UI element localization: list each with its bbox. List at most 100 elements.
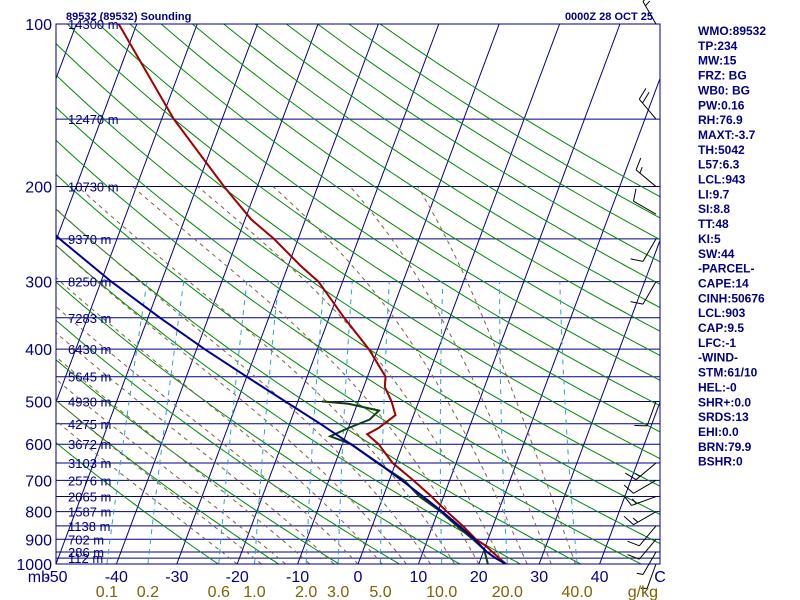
dry-adiabat (56, 359, 340, 564)
index-item: EHI:0.0 (698, 425, 739, 439)
temperature-tick-label: -50 (44, 569, 67, 586)
dry-adiabat (160, 24, 660, 357)
mixing-ratio-line (559, 281, 578, 564)
temperature-tick-label: 0 (354, 569, 363, 586)
pressure-label: 700 (25, 473, 52, 490)
index-item: L57:6.3 (698, 158, 740, 172)
height-label: 1587 m (68, 505, 111, 520)
index-item: RH:76.9 (698, 113, 743, 127)
wind-barb (635, 157, 657, 187)
temperature-tick-label: -30 (165, 569, 188, 586)
pressure-label: 500 (25, 394, 52, 411)
mixing-ratio-label: 5.0 (369, 584, 391, 600)
mixing-ratio-line (254, 281, 279, 564)
mixing-ratio-line (106, 281, 148, 564)
wind-barb (623, 479, 657, 494)
mixing-ratio-label: 1.0 (243, 584, 265, 600)
index-item: HEL:-0 (698, 380, 737, 394)
pressure-label: 900 (25, 532, 52, 549)
moist-adiabat (349, 186, 552, 564)
moist-adiabat (56, 356, 311, 564)
mixing-ratio-label: 2.0 (295, 584, 317, 600)
mixing-ratio-label: 40.0 (562, 584, 593, 600)
index-item: KI:5 (698, 232, 721, 246)
mixing-ratio-label: 0.1 (96, 584, 118, 600)
wind-barb (625, 462, 657, 481)
dry-adiabat (56, 42, 660, 460)
dry-adiabat (56, 106, 660, 516)
dry-adiabat (285, 24, 660, 263)
moist-adiabat (197, 186, 504, 564)
index-item: SW:44 (698, 247, 735, 261)
index-item: CAPE:14 (698, 276, 749, 290)
index-item: BRN:79.9 (698, 440, 752, 454)
moist-adiabat (132, 186, 480, 564)
isotherm-line (56, 24, 138, 242)
trace-parcel (56, 234, 507, 564)
mixing-ratio-line (499, 281, 508, 564)
dry-adiabat (56, 208, 582, 564)
index-item: LCL:903 (698, 306, 746, 320)
moist-adiabat (56, 420, 238, 564)
moist-adiabat (56, 305, 359, 564)
dry-adiabat (56, 319, 401, 564)
height-label: 3672 m (68, 437, 111, 452)
dry-adiabat (254, 24, 660, 285)
dry-adiabat (223, 24, 660, 309)
wind-barb (634, 401, 657, 427)
isotherm-line (0, 24, 16, 564)
index-item: SRDS:13 (698, 410, 749, 424)
mixing-ratio-line (305, 281, 325, 564)
index-item: SHR+:0.0 (698, 395, 751, 409)
grid-lines (0, 24, 660, 564)
temperature-tick-label: 30 (530, 569, 548, 586)
index-item: TT:48 (698, 217, 729, 231)
isotherm-line (478, 77, 660, 564)
isotherm-line (417, 24, 621, 564)
temperature-tick-label: C (654, 569, 666, 586)
pressure-label: 800 (25, 505, 52, 522)
ylabel: mb (28, 569, 50, 586)
index-item: CINH:50676 (698, 291, 765, 305)
mixing-ratio-line (337, 281, 353, 564)
mixing-ratio-line (439, 281, 444, 564)
wind-barb (638, 88, 657, 120)
wind-barb (640, 563, 657, 589)
height-label: 2576 m (68, 473, 111, 488)
wind-barb (630, 281, 657, 305)
index-item: PW:0.16 (698, 98, 745, 112)
moist-adiabat (56, 399, 262, 564)
isotherm-line (115, 24, 319, 564)
pressure-label: 600 (25, 437, 52, 454)
index-item: -WIND- (698, 351, 738, 365)
height-label: 702 m (68, 532, 104, 547)
pressure-label: 100 (25, 17, 52, 34)
index-item: WMO:89532 (698, 24, 766, 38)
height-label: 10730 m (68, 180, 119, 195)
height-label: 9370 m (68, 232, 111, 247)
mixing-ratio-line (380, 281, 390, 564)
mixing-ratio-unit: g/kg (628, 584, 658, 600)
height-label: 4275 m (68, 417, 111, 432)
mixing-ratio-line (218, 281, 248, 564)
index-item: LI:9.7 (698, 187, 730, 201)
dry-adiabat (56, 442, 220, 564)
height-label: 1138 m (68, 519, 110, 534)
wind-barb (623, 511, 657, 526)
height-label: 12470 m (68, 112, 119, 127)
pressure-label: 200 (25, 180, 52, 197)
index-item: CAP:9.5 (698, 321, 744, 335)
dry-adiabat (192, 24, 660, 332)
sounding-time: 0000Z 28 OCT 25 (565, 11, 653, 23)
mixing-ratio-label: 0.6 (208, 584, 230, 600)
index-item: LFC:-1 (698, 336, 736, 350)
dry-adiabat (56, 74, 660, 487)
mixing-ratio-label: 3.0 (327, 584, 349, 600)
dry-adiabat (56, 173, 643, 564)
index-item: SI:8.8 (698, 202, 730, 216)
temperature-tick-label: -10 (286, 569, 309, 586)
index-item: -PARCEL- (698, 262, 754, 276)
